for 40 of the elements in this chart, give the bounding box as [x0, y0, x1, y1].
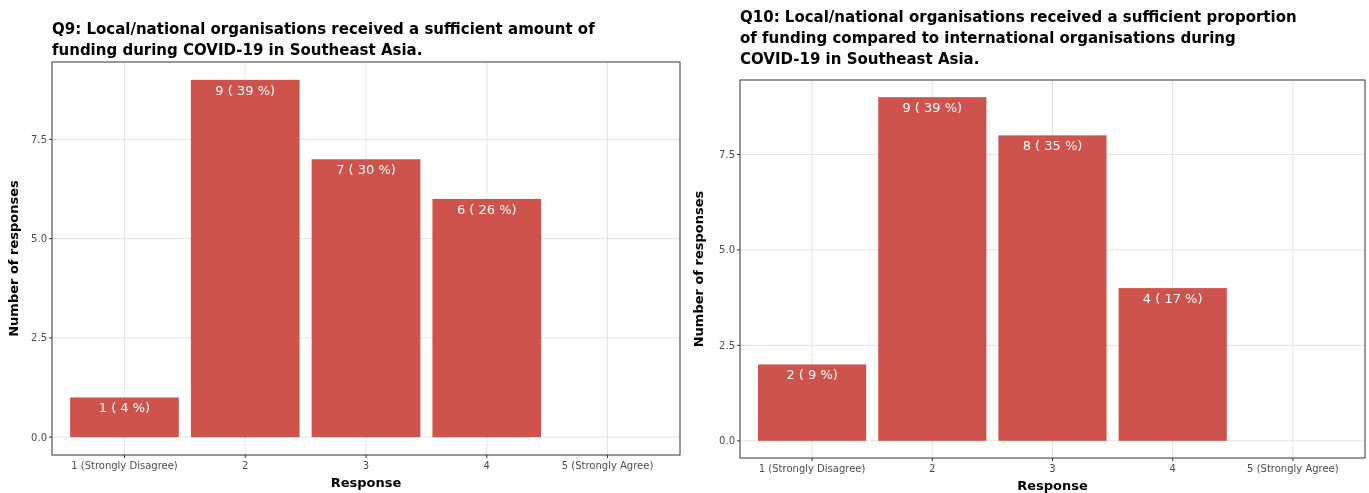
data-label: 9 ( 39 %) [902, 100, 963, 116]
y-tick-label: 2.5 [719, 339, 735, 351]
x-tick-label: 1 (Strongly Disagree) [758, 463, 866, 474]
data-label: 9 ( 39 %) [215, 82, 276, 98]
y-axis-title: Number of responses [6, 179, 21, 337]
x-tick-label: 5 (Strongly Agree) [561, 460, 654, 471]
bar [758, 364, 867, 441]
x-tick-label: 2 [242, 460, 249, 471]
y-tick-label: 5.0 [31, 233, 47, 245]
data-label: 8 ( 35 %) [1022, 138, 1083, 154]
bar [190, 79, 300, 438]
bar [998, 135, 1107, 441]
data-label: 4 ( 17 %) [1142, 291, 1203, 307]
x-axis-title: Response [1017, 478, 1088, 493]
y-tick-label: 7.5 [31, 133, 47, 145]
y-tick-label: 7.5 [719, 148, 735, 160]
x-tick-label: 3 [1049, 463, 1056, 474]
y-tick-label: 2.5 [31, 332, 47, 344]
x-tick-label: 1 (Strongly Disagree) [71, 460, 178, 471]
chart-title: Q10: Local/national organisations received a sufficient proportion of funding compared to international organisations during COVID-19 in Southeast Asia. [740, 8, 1297, 68]
x-axis-title: Response [330, 475, 402, 490]
x-tick-label: 5 (Strongly Agree) [1247, 463, 1339, 474]
chart-title: Q9: Local/national organisations received a sufficient amount of funding during COVID-19 in Southeast Asia. [52, 20, 596, 59]
bar [878, 97, 987, 441]
bar [1118, 288, 1227, 441]
data-label: 6 ( 26 %) [456, 201, 517, 217]
x-tick-label: 2 [929, 463, 936, 474]
bar [311, 159, 421, 438]
y-tick-label: 0.0 [719, 435, 735, 447]
x-tick-label: 4 [483, 460, 490, 471]
data-label: 2 ( 9 %) [786, 367, 838, 383]
data-label: 1 ( 4 %) [98, 400, 151, 416]
bar [70, 397, 179, 438]
y-axis-title: Number of responses [691, 190, 706, 348]
bar [432, 198, 542, 438]
x-tick-label: 4 [1169, 463, 1176, 474]
y-tick-label: 5.0 [719, 244, 735, 256]
y-tick-label: 0.0 [31, 431, 47, 443]
x-tick-label: 3 [362, 460, 370, 471]
data-label: 7 ( 30 %) [336, 162, 396, 178]
